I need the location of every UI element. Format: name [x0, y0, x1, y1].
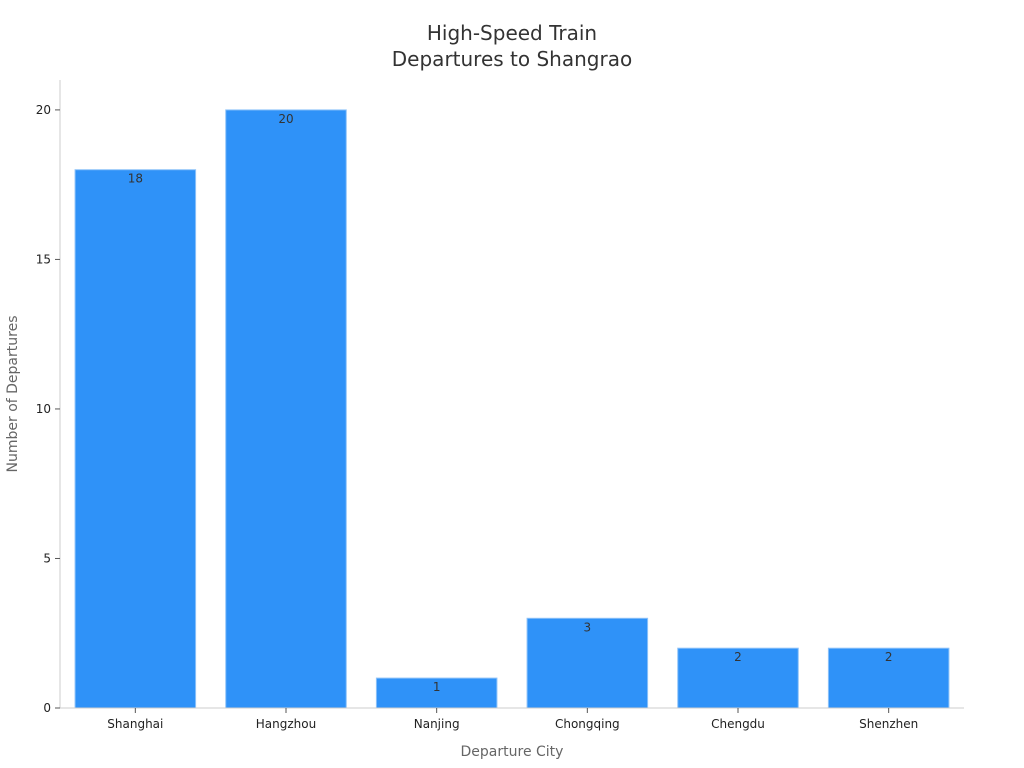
bar-value-label: 18	[128, 172, 143, 186]
chart-title-line-2: Departures to Shangrao	[392, 47, 632, 71]
y-tick-label: 10	[36, 402, 51, 416]
x-axis-title: Departure City	[461, 744, 564, 760]
bar-value-label: 1	[433, 680, 441, 694]
y-ticks-group: 0 5 10 15 20	[36, 103, 60, 715]
x-tick-label: Shenzhen	[859, 717, 918, 731]
x-ticks-group: Shanghai Hangzhou Nanjing Chongqing Chengdu S…	[107, 708, 918, 731]
bar-shanghai	[74, 169, 197, 709]
bar-value-label: 20	[278, 112, 293, 126]
bar-hangzhou	[225, 109, 347, 709]
bars-group	[74, 109, 950, 709]
bar-chongqing	[526, 617, 649, 709]
bar-chengdu	[677, 647, 799, 709]
y-tick-label: 5	[43, 551, 51, 565]
chart-title-line-1: High-Speed Train	[427, 21, 597, 45]
bar-value-label: 2	[734, 650, 742, 664]
bar-nanjing	[375, 677, 498, 709]
x-tick-label: Shanghai	[107, 717, 163, 731]
bar-labels-group: 18 20 1 3 2 2	[128, 112, 893, 694]
bar-value-label: 3	[584, 620, 592, 634]
x-tick-label: Chengdu	[711, 717, 765, 731]
y-tick-label: 20	[36, 103, 51, 117]
bar-shenzhen	[827, 647, 950, 709]
x-tick-label: Hangzhou	[256, 717, 316, 731]
y-axis-title: Number of Departures	[5, 316, 21, 473]
y-tick-label: 0	[43, 701, 51, 715]
y-tick-label: 15	[36, 252, 51, 266]
bar-value-label: 2	[885, 650, 893, 664]
x-tick-label: Nanjing	[414, 717, 460, 731]
x-tick-label: Chongqing	[555, 717, 620, 731]
